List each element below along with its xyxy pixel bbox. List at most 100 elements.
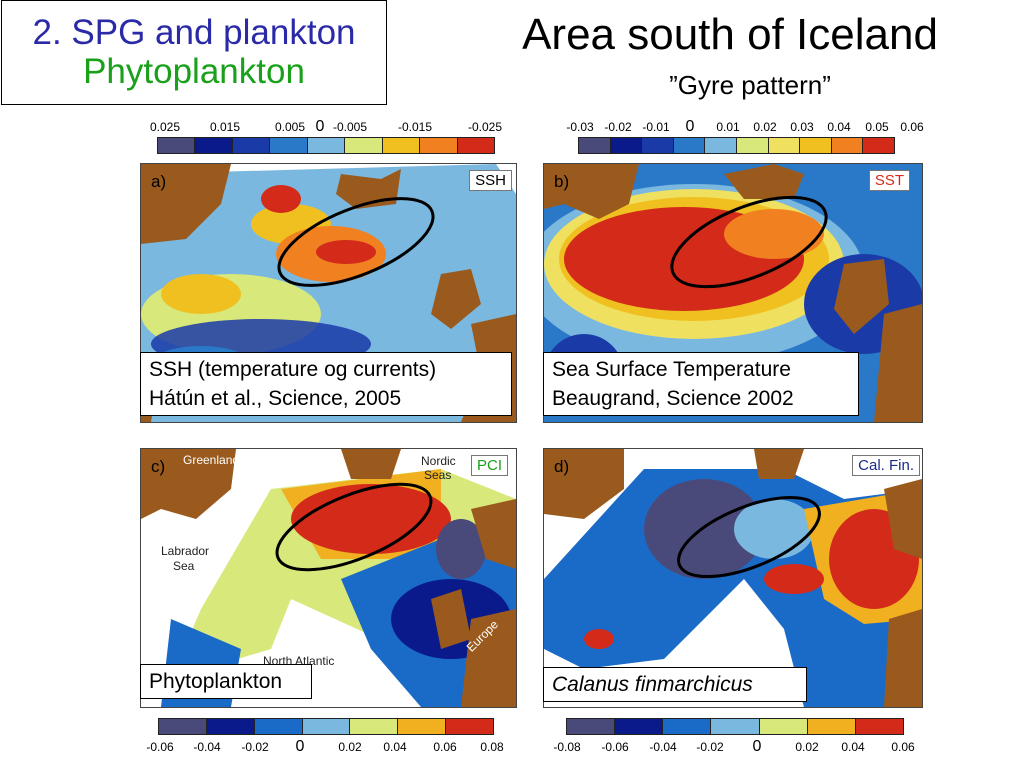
- sst-map-graphic: [544, 164, 922, 422]
- sst-colorbar-labels: -0.03 -0.02 -0.01 0 0.01 0.02 0.03 0.04 0.05 0.06: [550, 118, 924, 138]
- cal-colorbar-tick-label: 0.02: [795, 740, 819, 754]
- pci-colorbar-tick-label: 0.04: [383, 740, 407, 754]
- pci-colorbar-swatch: [254, 719, 303, 734]
- sst-colorbar-swatch: [831, 138, 864, 153]
- ssh-colorbar-tick-label: -0.025: [467, 120, 503, 134]
- subtitle: ”Gyre pattern”: [669, 70, 831, 100]
- sst-colorbar-swatch: [863, 138, 894, 153]
- pci-map-graphic: [141, 449, 516, 707]
- cal-colorbar-tick-label: 0.06: [891, 740, 915, 754]
- pci-colorbar-swatch: [398, 719, 447, 734]
- label-nordic: Nordic: [421, 454, 456, 468]
- ssh-colorbar-swatch: [420, 138, 458, 153]
- ssh-colorbar-tick-label: 0.015: [209, 120, 241, 134]
- ssh-colorbar-tick-label: 0: [315, 118, 325, 135]
- label-greenland: Greenland: [183, 453, 240, 467]
- cal-fin-colorbar-labels: -0.08 -0.06 -0.04 -0.02 0 0.02 0.04 0.06: [545, 738, 915, 758]
- pci-colorbar-tick-label: -0.04: [193, 740, 221, 754]
- pci-colorbar: [158, 718, 494, 735]
- panel-c-letter: c): [151, 457, 166, 476]
- sst-map: b) SST: [543, 163, 923, 423]
- cal-colorbar-swatch: [855, 719, 903, 734]
- sst-colorbar-swatch: [610, 138, 643, 153]
- cal-colorbar-tick-label: 0: [752, 738, 762, 755]
- ssh-colorbar-tick-label: -0.005: [332, 120, 368, 134]
- sst-colorbar-tick-label: -0.02: [604, 120, 632, 134]
- cal-colorbar-swatch: [663, 719, 712, 734]
- ssh-colorbar-tick-label: 0.005: [274, 120, 306, 134]
- ssh-colorbar: [157, 137, 495, 154]
- ssh-colorbar-swatch: [382, 138, 421, 153]
- label-labrador: Labrador: [161, 544, 210, 558]
- sst-colorbar-tick-label: 0: [685, 118, 695, 135]
- sst-colorbar-tick-label: 0.03: [790, 120, 814, 134]
- sst-colorbar-tick-label: 0.06: [900, 120, 924, 134]
- sst-colorbar-tick-label: -0.01: [642, 120, 670, 134]
- ssh-colorbar-swatch: [345, 138, 383, 153]
- label-seas: Seas: [424, 468, 452, 482]
- section-subtitle: Phytoplankton: [83, 52, 305, 91]
- ssh-colorbar-swatch: [307, 138, 346, 153]
- sst-colorbar-tick-label: 0.02: [753, 120, 777, 134]
- panel-b-caption-line1: Sea Surface Temperature: [552, 358, 791, 381]
- cal-fin-map: d) Cal. Fin.: [543, 448, 923, 708]
- panel-a-caption-line1: SSH (temperature og currents): [149, 358, 437, 381]
- ssh-colorbar-swatch: [232, 138, 271, 153]
- cal-colorbar-tick-label: -0.08: [553, 740, 581, 754]
- main-title: Area south of Iceland: [522, 10, 938, 59]
- pci-colorbar-labels: -0.06 -0.04 -0.02 0 0.02 0.04 0.06 0.08: [140, 738, 510, 758]
- pci-colorbar-swatch: [446, 719, 494, 734]
- pci-map: c) PCI Greenland Nordic Seas Labrador Se…: [140, 448, 517, 708]
- panel-b-caption-line2: Beaugrand, Science 2002: [552, 387, 794, 410]
- pci-colorbar-tick-label: 0.02: [338, 740, 362, 754]
- sst-colorbar-tick-label: -0.03: [566, 120, 594, 134]
- cal-colorbar-swatch: [711, 719, 760, 734]
- ssh-colorbar-swatch: [195, 138, 233, 153]
- sst-colorbar-swatch: [800, 138, 832, 153]
- panel-b-tag: SST: [868, 170, 910, 191]
- pci-colorbar-swatch: [302, 719, 351, 734]
- panel-a-tag: SSH: [469, 170, 512, 191]
- cal-colorbar-tick-label: -0.04: [649, 740, 677, 754]
- ssh-colorbar-labels: 0.025 0.015 0.005 0 -0.005 -0.015 -0.025: [140, 118, 510, 138]
- pci-colorbar-swatch: [350, 719, 399, 734]
- panel-d-letter: d): [554, 457, 570, 476]
- ssh-colorbar-swatch: [270, 138, 308, 153]
- sst-colorbar-swatch: [642, 138, 674, 153]
- pci-colorbar-tick-label: -0.06: [146, 740, 174, 754]
- panel-d-caption: Calanus finmarchicus: [543, 667, 807, 702]
- ssh-colorbar-swatch: [158, 138, 196, 153]
- pci-colorbar-swatch: [159, 719, 207, 734]
- pci-colorbar-tick-label: -0.02: [241, 740, 269, 754]
- pci-colorbar-tick-label: 0.06: [433, 740, 457, 754]
- sst-colorbar-tick-label: 0.05: [865, 120, 889, 134]
- panel-a-caption-line2: Hátún et al., Science, 2005: [149, 387, 402, 410]
- pci-colorbar-swatch: [206, 719, 255, 734]
- panel-a-letter: a): [151, 172, 167, 191]
- sst-colorbar-tick-label: 0.01: [716, 120, 740, 134]
- section-title-box: 2. SPG and plankton Phytoplankton: [1, 0, 387, 105]
- section-title: 2. SPG and plankton: [32, 13, 356, 52]
- cal-colorbar-tick-label: -0.06: [601, 740, 629, 754]
- ssh-colorbar-tick-label: 0.025: [149, 120, 181, 134]
- pci-colorbar-tick-label: 0: [295, 738, 305, 755]
- sst-colorbar-swatch: [736, 138, 769, 153]
- sst-colorbar-swatch: [673, 138, 706, 153]
- panel-d-tag: Cal. Fin.: [852, 455, 920, 476]
- cal-fin-map-graphic: [544, 449, 922, 707]
- ssh-colorbar-swatch: [457, 138, 494, 153]
- sst-colorbar-swatch: [579, 138, 611, 153]
- cal-fin-colorbar: [566, 718, 904, 735]
- cal-colorbar-swatch: [759, 719, 808, 734]
- panel-b-caption: Sea Surface Temperature Beaugrand, Scien…: [543, 352, 859, 416]
- sst-colorbar-tick-label: 0.04: [827, 120, 851, 134]
- sst-colorbar: [578, 137, 895, 154]
- label-sea: Sea: [173, 559, 195, 573]
- cal-colorbar-tick-label: 0.04: [841, 740, 865, 754]
- sst-colorbar-swatch: [705, 138, 737, 153]
- cal-colorbar-swatch: [567, 719, 616, 734]
- pci-colorbar-tick-label: 0.08: [480, 740, 504, 754]
- sst-colorbar-swatch: [768, 138, 801, 153]
- cal-colorbar-swatch: [615, 719, 664, 734]
- panel-b-letter: b): [554, 172, 570, 191]
